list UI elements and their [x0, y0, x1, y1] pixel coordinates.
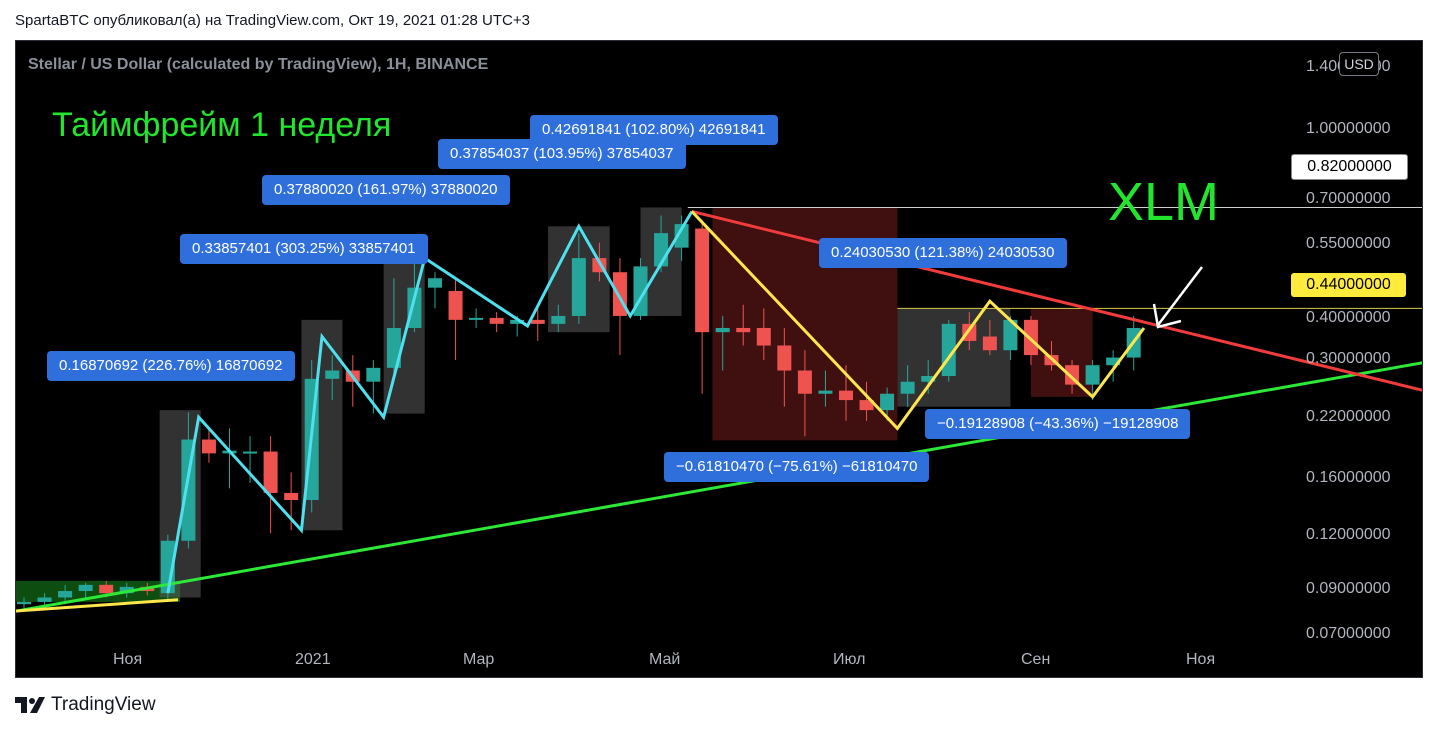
measure-callout[interactable]: 0.16870692 (226.76%) 16870692 [47, 351, 295, 381]
y-tick-label: 0.22000000 [1306, 408, 1391, 425]
candle-body [17, 601, 31, 605]
x-tick-label: Ноя [1186, 651, 1216, 668]
y-tick-label: 0.07000000 [1306, 625, 1391, 642]
candle-body [571, 258, 586, 316]
measure-callout[interactable]: 0.37880020 (161.97%) 37880020 [262, 175, 510, 205]
candle-body [489, 317, 504, 324]
green-range-box [16, 580, 181, 602]
candle-body [982, 336, 997, 351]
candle-body [1106, 357, 1121, 366]
yellow-zigzag [16, 598, 179, 613]
candle-body [818, 390, 833, 394]
yellow-zigzag [690, 210, 1146, 431]
candle-body [78, 584, 93, 592]
candle-body [99, 584, 114, 594]
y-tick-label: 0.70000000 [1306, 190, 1391, 207]
tradingview-logo[interactable]: TradingView [15, 694, 156, 716]
candle-body [119, 586, 134, 594]
brand-name: TradingView [51, 694, 156, 715]
candle-body [263, 451, 278, 493]
x-tick-label: 2021 [295, 651, 331, 668]
candle-body [839, 390, 853, 401]
candle-body [37, 597, 52, 602]
arrow-icon [1157, 266, 1203, 326]
price-tag-082: 0.82000000 [1291, 154, 1408, 180]
ticker-annotation: XLM [1108, 172, 1220, 232]
candle-body [777, 345, 792, 371]
candle-body [900, 381, 915, 394]
red-range-box [1030, 308, 1093, 397]
candle-body [181, 439, 196, 541]
x-tick-label: Май [649, 651, 681, 668]
x-tick-label: Мар [463, 651, 495, 668]
price-tag-044: 0.44000000 [1291, 273, 1406, 297]
x-tick-label: Ноя [113, 651, 143, 668]
y-tick-label: 0.30000000 [1306, 350, 1391, 367]
currency-badge[interactable]: USD [1339, 52, 1379, 76]
y-tick-label: 0.55000000 [1306, 235, 1391, 252]
measure-callout[interactable]: 0.33857401 (303.25%) 33857401 [180, 234, 428, 264]
candle-body [695, 228, 710, 333]
x-tick-label: Сен [1021, 651, 1051, 668]
candle-body [58, 591, 73, 598]
candle-body [469, 317, 484, 320]
candle-body [756, 327, 771, 346]
candle-body [243, 451, 258, 454]
candle-body [551, 315, 566, 324]
y-tick-label: 1.00000000 [1306, 120, 1391, 137]
publish-header: SpartaBTC опубликовал(а) на TradingView.… [15, 12, 530, 29]
measure-callout[interactable]: −0.61810470 (−75.61%) −61810470 [664, 452, 930, 482]
candle-body [284, 492, 299, 500]
cyan-zigzag [166, 210, 694, 594]
x-tick-label: Июл [833, 651, 866, 668]
measure-callout[interactable]: 0.42691841 (102.80%) 42691841 [530, 115, 778, 145]
measure-callout[interactable]: 0.24030530 (121.38%) 24030530 [819, 238, 1067, 268]
y-tick-label: 0.12000000 [1306, 526, 1391, 543]
candle-body [1085, 365, 1100, 385]
tradingview-logo-icon [15, 697, 45, 713]
measure-callout[interactable]: −0.19128908 (−43.36%) −19128908 [925, 409, 1191, 439]
candle-body [201, 439, 216, 454]
y-tick-label: 0.40000000 [1306, 309, 1391, 326]
candle-body [510, 319, 525, 324]
timeframe-annotation: Таймфрейм 1 неделя [52, 106, 392, 144]
candle-body [366, 367, 381, 382]
support-trendline [16, 361, 1422, 613]
candle-body [448, 290, 463, 320]
candle-body [530, 319, 545, 324]
candle-body [736, 327, 751, 333]
candle-body [325, 370, 340, 379]
candle-body [674, 224, 689, 248]
candle-body [428, 278, 442, 288]
candle-body [921, 376, 936, 382]
resistance-trendline [691, 210, 1422, 392]
arrow-head-icon [1152, 303, 1182, 329]
y-tick-label: 0.16000000 [1306, 469, 1391, 486]
candle-body [407, 287, 422, 328]
candle-body [715, 327, 730, 333]
candle-body [1003, 319, 1018, 351]
candle-body [880, 393, 895, 411]
y-tick-label: 0.09000000 [1306, 580, 1391, 597]
candle-body [797, 370, 812, 394]
candle-body [859, 400, 874, 411]
chart-panel[interactable]: Stellar / US Dollar (calculated by Tradi… [15, 40, 1423, 678]
symbol-title: Stellar / US Dollar (calculated by Tradi… [28, 56, 489, 73]
